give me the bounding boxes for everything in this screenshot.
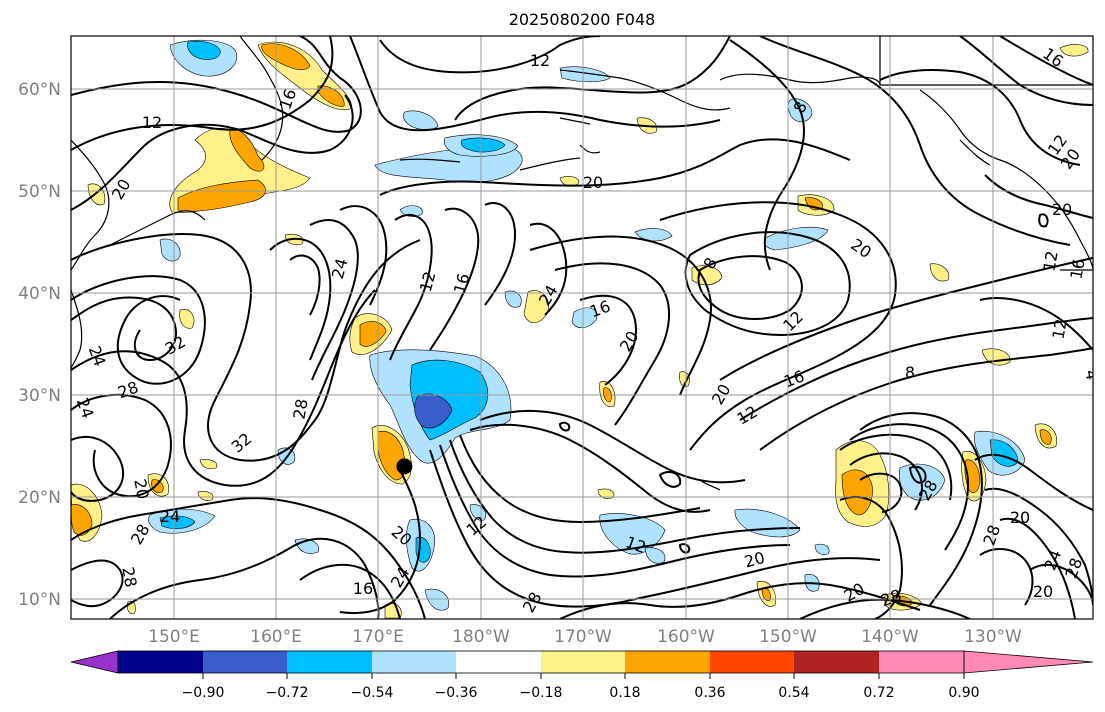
lon-label-160w: 160°W [657, 627, 715, 647]
lon-label-160e: 160°E [250, 627, 302, 647]
contour-label: 12 [530, 51, 550, 70]
colorbar-ticks [202, 673, 965, 679]
longitude-labels: 150°E 160°E 170°E 180°W 170°W 160°W 150°… [148, 627, 1022, 647]
lat-label-60n: 60°N [18, 80, 61, 100]
colorbar-extend-right [963, 650, 1094, 674]
contour-label: 20 [583, 173, 603, 192]
contour-label: 28 [118, 565, 140, 588]
lon-label-170e: 170°E [352, 627, 404, 647]
coastlines [71, 36, 1093, 491]
gridlines [71, 36, 1093, 619]
contour-label: 24 [328, 256, 352, 281]
location-marker [396, 458, 413, 475]
colorbar-segment [118, 651, 203, 673]
lat-label-10n: 10°N [18, 590, 61, 610]
contour-label: 12 [1039, 249, 1061, 272]
lon-label-150w: 150°W [759, 627, 817, 647]
colorbar-segment [456, 651, 541, 673]
contour-label: 20 [1010, 508, 1030, 527]
colorbar-tick-label: 0.72 [863, 685, 894, 701]
lon-label-180w: 180°W [452, 627, 510, 647]
lat-label-20n: 20°N [18, 488, 61, 508]
colorbar: −0.90 −0.72 −0.54 −0.36 −0.18 0.18 0.36 … [70, 650, 1094, 701]
colorbar-segment [710, 651, 794, 673]
colorbar-tick-label: −0.54 [351, 685, 394, 701]
contour-label: 16 [1066, 257, 1088, 280]
colorbar-tick-label: 0.36 [694, 685, 725, 701]
colorbar-tick-label: −0.36 [435, 685, 478, 701]
colorbar-segment [625, 651, 710, 673]
colorbar-segment [287, 651, 372, 673]
lat-label-50n: 50°N [18, 182, 61, 202]
colorbar-segment [879, 651, 964, 673]
map-frame [70, 35, 1094, 620]
contour-label: 8 [905, 363, 915, 382]
colorbar-segment [372, 651, 456, 673]
colorbar-segment [203, 651, 287, 673]
colorbar-segment [794, 651, 879, 673]
shading-blue [148, 39, 1026, 611]
colorbar-tick-label: −0.18 [520, 685, 563, 701]
lon-label-150e: 150°E [148, 627, 200, 647]
contour-label: 20 [742, 548, 767, 572]
colorbar-tick-label: −0.72 [266, 685, 309, 701]
contour-label: 20 [1052, 200, 1072, 219]
map-panel: 12 12 16 16 20 20 12 20 8 20 32 24 24 28… [70, 35, 1101, 620]
colorbar-extend-left [70, 650, 119, 674]
lat-label-40n: 40°N [18, 284, 61, 304]
contour-label: 12 [142, 113, 162, 132]
contour-label: 20 [1033, 582, 1053, 601]
lat-label-30n: 30°N [18, 386, 61, 406]
contour-label: 24 [160, 507, 180, 526]
contour-label: 12 [1048, 317, 1070, 340]
colorbar-tick-label: 0.90 [948, 685, 979, 701]
contour-label: 20 [130, 477, 152, 500]
lon-label-170w: 170°W [554, 627, 612, 647]
contour-label: 4 [1081, 368, 1101, 381]
contour-label: 12 [416, 269, 440, 294]
map-title: 2025080200 F048 [509, 10, 656, 29]
contour-label: 16 [353, 579, 373, 598]
contour-label: 16 [450, 271, 474, 296]
lon-label-130w: 130°W [964, 627, 1022, 647]
contour-label: 28 [289, 397, 311, 420]
lon-label-140w: 140°W [861, 627, 919, 647]
colorbar-tick-label: 0.18 [609, 685, 640, 701]
latitude-labels: 60°N 50°N 40°N 30°N 20°N 10°N [18, 80, 61, 610]
colorbar-tick-label: −0.90 [182, 685, 225, 701]
colorbar-tick-labels: −0.90 −0.72 −0.54 −0.36 −0.18 0.18 0.36 … [182, 685, 980, 701]
colorbar-segment [541, 651, 625, 673]
colorbar-tick-label: 0.54 [778, 685, 809, 701]
